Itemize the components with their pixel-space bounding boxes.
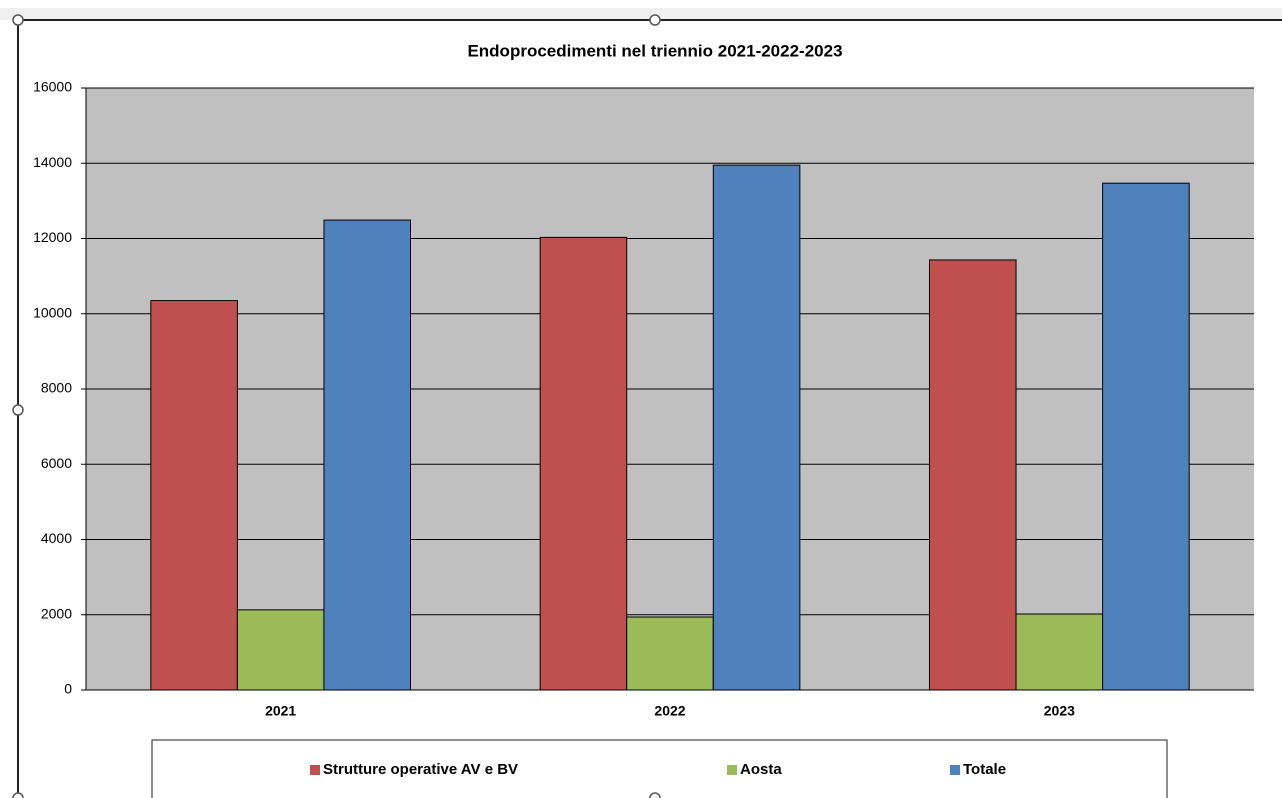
bar: [928, 259, 1017, 691]
handle[interactable]: [649, 14, 661, 26]
handles: [12, 14, 661, 798]
handle[interactable]: [12, 792, 24, 798]
handle[interactable]: [12, 404, 24, 416]
legend-label: Totale: [963, 761, 1006, 778]
bar: [150, 300, 238, 691]
bar: [539, 236, 628, 691]
legend-swatch: [950, 765, 960, 775]
legend-box: [151, 739, 1168, 798]
chart-title: Endoprocedimenti nel triennio 2021-2022-…: [467, 41, 842, 60]
x-tick-label: 2022: [654, 703, 685, 719]
x-tick-label: 2021: [265, 703, 296, 719]
bar: [1015, 613, 1104, 691]
y-tick-label: 16000: [33, 79, 72, 95]
y-tick-label: 10000: [33, 304, 72, 320]
legend-swatch: [310, 765, 320, 775]
bar: [626, 616, 714, 691]
y-tick-label: 12000: [33, 229, 72, 245]
y-tick-label: 4000: [41, 530, 72, 546]
y-tick-label: 14000: [33, 154, 72, 170]
bar: [712, 164, 801, 691]
y-tick-label: 6000: [41, 455, 72, 471]
handle[interactable]: [649, 792, 661, 798]
window-strip: [0, 8, 1282, 20]
legend-swatch: [727, 765, 737, 775]
bar: [1102, 182, 1190, 691]
bar: [236, 609, 325, 691]
legend-label: Strutture operative AV e BV: [323, 761, 518, 778]
bar: [323, 219, 412, 691]
y-tick-label: 8000: [41, 380, 72, 396]
x-tick-label: 2023: [1044, 703, 1075, 719]
y-tick-label: 0: [64, 681, 72, 697]
y-tick-label: 2000: [41, 605, 72, 621]
handle[interactable]: [12, 14, 24, 26]
legend-label: Aosta: [740, 761, 782, 778]
